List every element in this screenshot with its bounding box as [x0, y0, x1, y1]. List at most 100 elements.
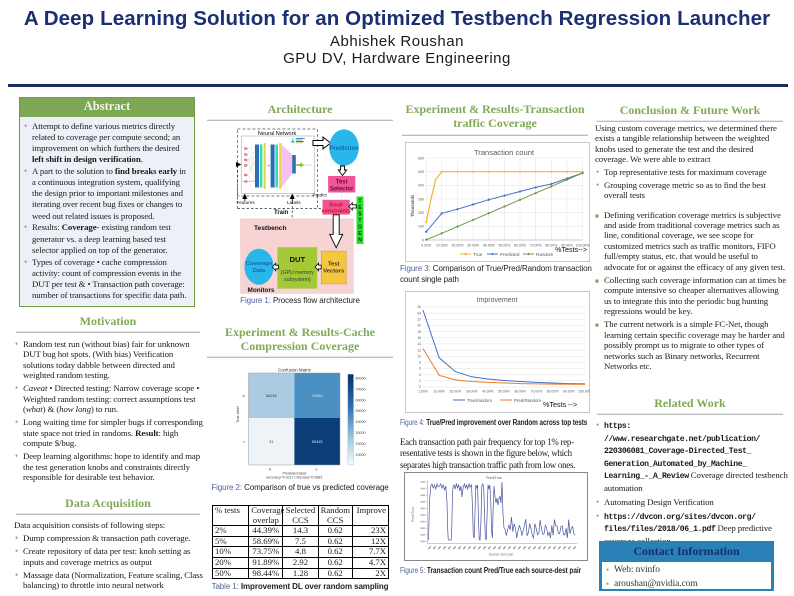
svg-text:20000: 20000 [356, 442, 366, 446]
svg-text:Train: Train [274, 210, 289, 216]
svg-text:600: 600 [418, 156, 424, 160]
svg-text:30000: 30000 [356, 431, 366, 435]
svg-text:DUT: DUT [289, 255, 305, 264]
svg-text:N: N [358, 238, 362, 244]
svg-text:Testbench: Testbench [254, 225, 287, 232]
svg-text:Features: Features [237, 200, 256, 205]
svg-text:90.00%: 90.00% [561, 244, 573, 248]
svg-text:G: G [358, 225, 362, 231]
svg-text:constraints: constraints [322, 209, 351, 215]
svg-text:400: 400 [418, 184, 424, 188]
svg-text:22: 22 [417, 318, 421, 322]
svg-text:E: E [358, 205, 362, 211]
svg-text:70.00%: 70.00% [530, 244, 542, 248]
svg-text:8: 8 [419, 361, 421, 365]
svg-text:%Tests -->: %Tests --> [543, 400, 577, 409]
svg-text:Random: Random [536, 252, 554, 257]
svg-text:0.00%: 0.00% [421, 244, 431, 248]
svg-text:T: T [358, 218, 362, 224]
svg-text:24: 24 [417, 311, 421, 315]
svg-text:Confusion Matrix: Confusion Matrix [278, 368, 312, 373]
svg-text:10.00%: 10.00% [436, 244, 448, 248]
svg-text:1: 1 [314, 467, 318, 471]
svg-text:6: 6 [419, 367, 421, 371]
svg-text:70.00%: 70.00% [531, 390, 543, 394]
svg-text:Pred/True: Pred/True [486, 476, 502, 480]
svg-text:10.00%: 10.00% [433, 390, 445, 394]
svg-text:Coverage: Coverage [246, 261, 273, 267]
svg-text:0: 0 [268, 467, 272, 471]
svg-text:80000: 80000 [356, 377, 366, 381]
svg-text:Predict: Predict [313, 193, 328, 198]
svg-text:50.00%: 50.00% [498, 390, 510, 394]
svg-text:Vectors: Vectors [323, 269, 344, 275]
svg-text:59415: 59415 [312, 440, 323, 444]
svg-text:40.00%: 40.00% [483, 244, 495, 248]
svg-text:26: 26 [417, 305, 421, 309]
svg-text:50000: 50000 [356, 409, 366, 413]
svg-text:200: 200 [418, 211, 424, 215]
svg-text:True/random: True/random [467, 398, 492, 403]
svg-text:Monitors: Monitors [248, 287, 275, 294]
svg-text:30.00%: 30.00% [467, 244, 479, 248]
svg-text:500: 500 [418, 170, 424, 174]
svg-text:60.00%: 60.00% [514, 390, 526, 394]
svg-text:True: True [473, 252, 483, 257]
svg-text:accuracy=0.9117; misclass=0.08: accuracy=0.9117; misclass=0.0883 [266, 476, 322, 480]
svg-text:(GPU memory: (GPU memory [281, 270, 315, 276]
svg-text:31: 31 [269, 440, 273, 444]
svg-text:Pred/True: Pred/True [411, 507, 415, 522]
svg-text:Transaction count: Transaction count [474, 148, 535, 157]
svg-text:10040: 10040 [312, 394, 323, 398]
svg-text:80.00%: 80.00% [545, 244, 557, 248]
svg-text:90.00%: 90.00% [563, 390, 575, 394]
svg-text:Prediction: Prediction [329, 146, 359, 152]
svg-text:50.00%: 50.00% [498, 244, 510, 248]
svg-text:Source dest pair: Source dest pair [489, 553, 515, 557]
svg-text:14: 14 [417, 342, 421, 346]
svg-text:40.00%: 40.00% [482, 390, 494, 394]
svg-text:Pred/Random: Pred/Random [514, 398, 541, 403]
svg-text:18: 18 [417, 330, 421, 334]
svg-text:True label: True label [236, 406, 240, 423]
svg-text:0: 0 [242, 395, 246, 397]
svg-text:40000: 40000 [356, 420, 366, 424]
svg-text:10000: 10000 [356, 453, 366, 457]
svg-text:80.00%: 80.00% [547, 390, 559, 394]
svg-text:Knob: Knob [329, 202, 343, 208]
svg-text:12: 12 [417, 348, 421, 352]
svg-text:Thousands: Thousands [410, 194, 415, 217]
svg-text:60.00%: 60.00% [514, 244, 526, 248]
svg-text:subsystem): subsystem) [284, 277, 311, 283]
svg-text:16: 16 [417, 336, 421, 340]
svg-text:100: 100 [418, 225, 424, 229]
svg-text:Predicted: Predicted [500, 252, 520, 257]
svg-text:10: 10 [417, 354, 421, 358]
svg-text:100.00%: 100.00% [576, 244, 590, 248]
svg-text:2: 2 [419, 379, 421, 383]
svg-text:86218: 86218 [266, 394, 277, 398]
svg-text:Predicted label: Predicted label [283, 472, 307, 476]
svg-text:Data: Data [253, 268, 266, 274]
svg-text:S: S [358, 212, 362, 218]
svg-text:1: 1 [242, 441, 246, 443]
svg-text:300: 300 [418, 197, 424, 201]
svg-text:20.00%: 20.00% [450, 390, 462, 394]
svg-text:%Tests-->: %Tests--> [555, 245, 587, 254]
svg-text:Labels: Labels [287, 200, 301, 205]
svg-text:0: 0 [419, 385, 421, 389]
svg-text:20: 20 [417, 324, 421, 328]
svg-text:Selector: Selector [330, 187, 354, 193]
svg-text:T: T [358, 199, 362, 205]
svg-text:0: 0 [422, 238, 424, 242]
svg-text:Test: Test [328, 262, 340, 268]
svg-text:4: 4 [419, 373, 421, 377]
svg-text:60000: 60000 [356, 398, 366, 402]
svg-text:70000: 70000 [356, 387, 366, 391]
svg-text:Improvement: Improvement [477, 297, 518, 304]
svg-text:20.00%: 20.00% [452, 244, 464, 248]
svg-text:Test: Test [336, 180, 348, 186]
svg-text:1.00%: 1.00% [418, 390, 428, 394]
svg-text:E: E [358, 231, 362, 237]
svg-text:Neural Network: Neural Network [258, 131, 297, 137]
